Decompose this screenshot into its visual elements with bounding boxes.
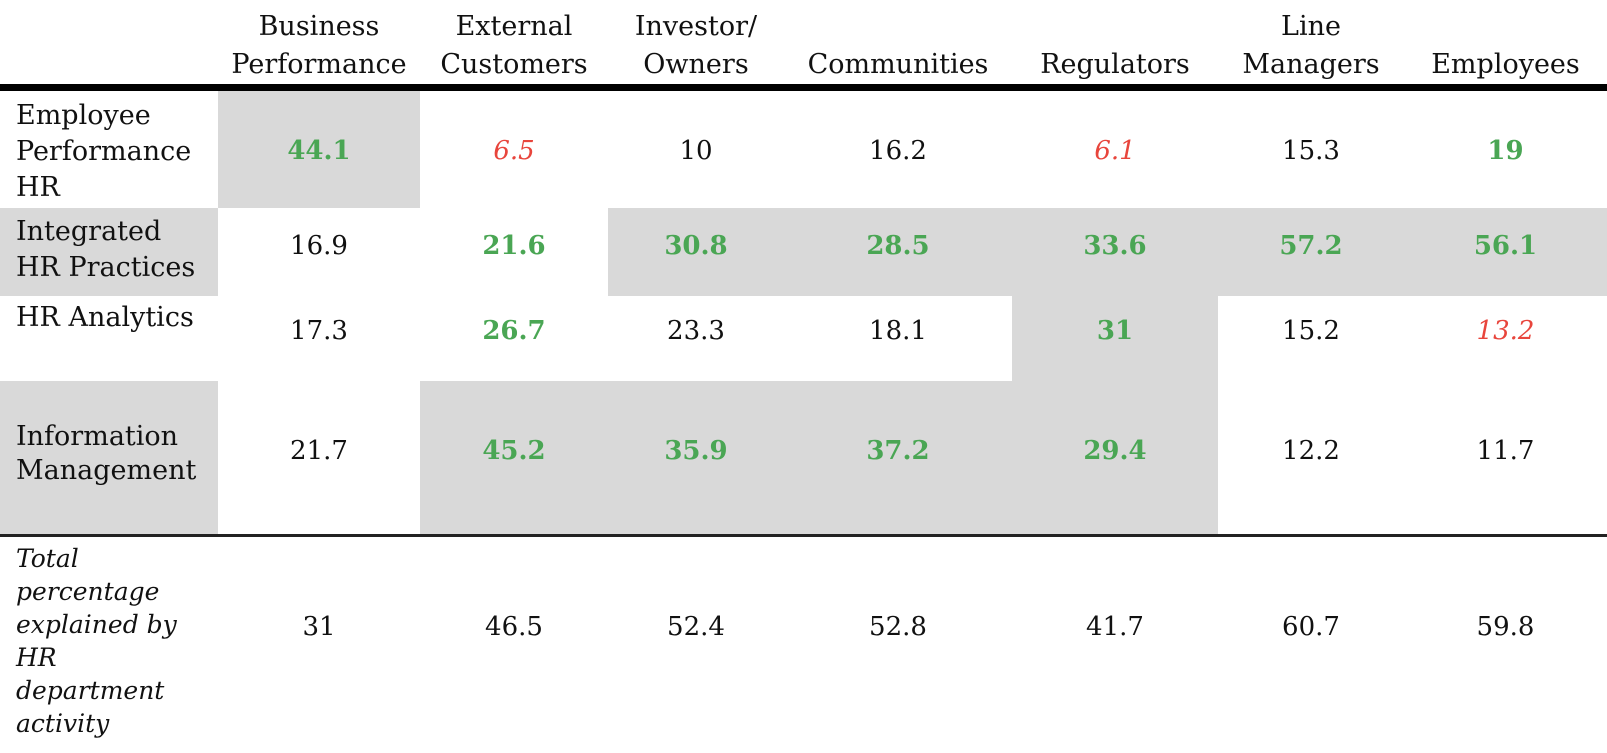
- row-label-hr-analytics: HR Analytics: [16, 302, 194, 333]
- table-cell: 15.3: [1282, 136, 1340, 166]
- total-cell: 52.4: [667, 612, 725, 642]
- table-cell: 10: [679, 136, 713, 166]
- table-cell: 18.1: [869, 316, 927, 346]
- column-header-external-customers: External Customers: [420, 8, 608, 84]
- column-header-line-managers: Line Managers: [1218, 8, 1404, 84]
- column-header-communities: Communities: [784, 8, 1012, 84]
- total-cell: 41.7: [1086, 612, 1144, 642]
- table-cell: 17.3: [290, 316, 348, 346]
- table-cell: 15.2: [1282, 316, 1340, 346]
- column-header-label: Business Performance: [231, 11, 407, 80]
- column-header-label: Investor/ Owners: [634, 11, 758, 80]
- column-header-employees: Employees: [1404, 8, 1607, 84]
- table-cell: 57.2: [1279, 231, 1343, 261]
- row-label-total-percentage: Total percentage explained by HR departm…: [16, 544, 177, 738]
- total-cell: 46.5: [485, 612, 543, 642]
- total-rule: [0, 534, 1607, 537]
- header-rule: [0, 84, 1607, 91]
- shade-integrated-label: [0, 208, 218, 296]
- total-cell: 31: [302, 612, 336, 642]
- row-label-information-management: Information Management: [16, 421, 197, 486]
- table-cell: 33.6: [1083, 231, 1147, 261]
- table-cell: 12.2: [1282, 436, 1340, 466]
- total-cell: 52.8: [869, 612, 927, 642]
- column-header-label: Employees: [1431, 49, 1580, 80]
- table-cell: 28.5: [866, 231, 930, 261]
- row-label-integrated-hr-practices: Integrated HR Practices: [16, 216, 196, 283]
- column-header-investor-owners: Investor/ Owners: [608, 8, 784, 84]
- shade-information-label: [0, 381, 218, 534]
- table-cell: 23.3: [667, 316, 725, 346]
- shade-integrated-values: [608, 208, 1607, 296]
- shade-hr-analytics: [1012, 296, 1218, 381]
- table-cell: 16.2: [869, 136, 927, 166]
- column-header-label: Regulators: [1040, 49, 1190, 80]
- table-cell: 26.7: [482, 316, 546, 346]
- table-cell: 21.6: [482, 231, 546, 261]
- table-cell: 37.2: [866, 436, 930, 466]
- table-cell: 13.2: [1476, 316, 1535, 346]
- table-cell: 30.8: [664, 231, 728, 261]
- table-cell: 44.1: [287, 136, 351, 166]
- table-cell: 56.1: [1473, 231, 1538, 261]
- table-cell: 6.1: [1094, 136, 1136, 166]
- total-cell: 59.8: [1476, 612, 1535, 642]
- table-cell: 31: [1096, 316, 1134, 346]
- table-cell: 11.7: [1476, 436, 1535, 466]
- column-header-business-performance: Business Performance: [218, 8, 420, 84]
- table-cell: 45.2: [482, 436, 546, 466]
- shade-employee-performance: [218, 91, 420, 208]
- column-header-label: Line Managers: [1242, 11, 1380, 80]
- row-label-employee-performance-hr: Employee Performance HR: [16, 100, 192, 203]
- table-cell: 35.9: [664, 436, 728, 466]
- table-cell: 6.5: [493, 136, 535, 166]
- column-header-label: External Customers: [440, 11, 588, 80]
- shade-information-values: [420, 381, 1218, 534]
- column-header-label: Communities: [807, 49, 989, 80]
- table-cell: 29.4: [1083, 436, 1147, 466]
- column-header-regulators: Regulators: [1012, 8, 1218, 84]
- table-cell: 19: [1487, 136, 1524, 166]
- total-cell: 60.7: [1282, 612, 1340, 642]
- table-cell: 21.7: [290, 436, 348, 466]
- table-cell: 16.9: [290, 231, 348, 261]
